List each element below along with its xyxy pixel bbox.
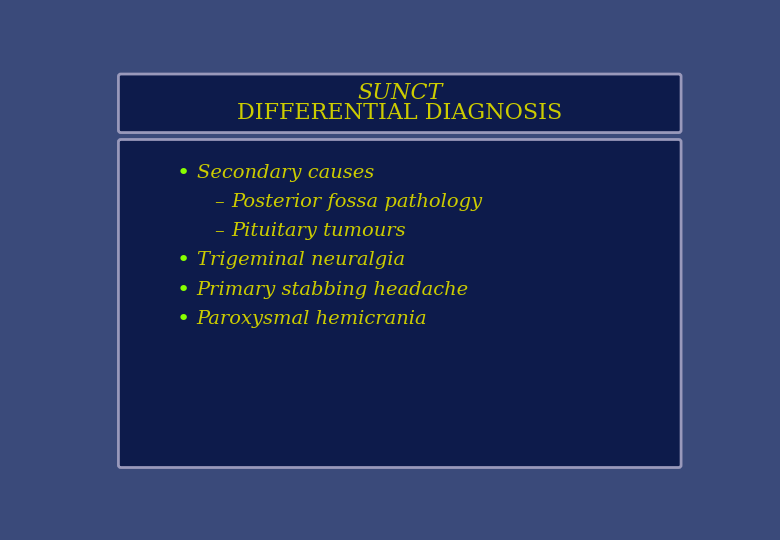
FancyBboxPatch shape: [119, 74, 681, 132]
FancyBboxPatch shape: [119, 139, 681, 468]
Text: Trigeminal neuralgia: Trigeminal neuralgia: [197, 252, 405, 269]
Text: Paroxysmal hemicrania: Paroxysmal hemicrania: [197, 310, 427, 328]
Text: DIFFERENTIAL DIAGNOSIS: DIFFERENTIAL DIAGNOSIS: [237, 102, 562, 124]
Text: •: •: [176, 251, 190, 271]
Text: •: •: [176, 280, 190, 300]
Text: Posterior fossa pathology: Posterior fossa pathology: [231, 193, 482, 211]
Text: •: •: [176, 309, 190, 329]
Text: SUNCT: SUNCT: [357, 82, 442, 104]
Text: –: –: [214, 193, 224, 211]
Text: Pituitary tumours: Pituitary tumours: [231, 222, 406, 240]
Text: Secondary causes: Secondary causes: [197, 164, 374, 181]
Text: Primary stabbing headache: Primary stabbing headache: [197, 281, 469, 299]
Text: –: –: [214, 222, 224, 240]
Text: •: •: [176, 163, 190, 183]
